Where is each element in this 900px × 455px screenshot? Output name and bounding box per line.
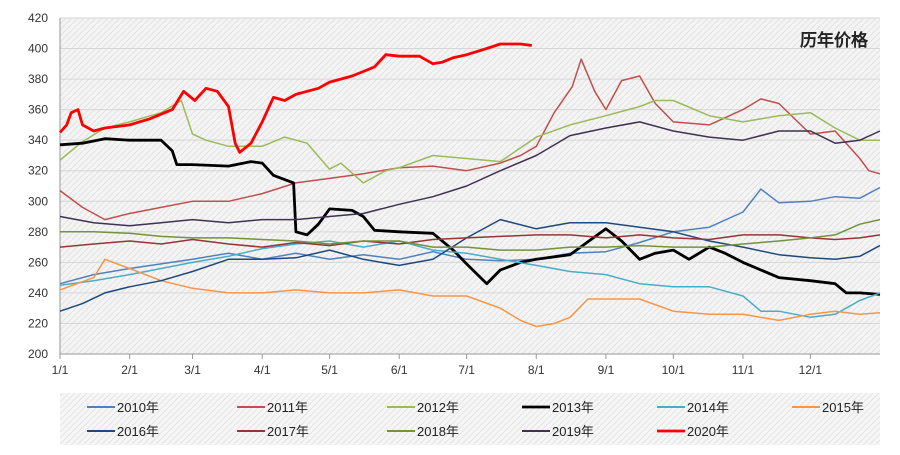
y-tick-label: 240: [28, 286, 48, 300]
legend-label: 2019年: [552, 424, 594, 439]
legend-label: 2011年: [267, 400, 308, 415]
y-tick-label: 420: [28, 11, 48, 25]
legend-label: 2015年: [822, 400, 864, 415]
y-tick-label: 200: [28, 347, 48, 361]
series-line-2012年: [59, 99, 880, 184]
series-line-2019年: [59, 121, 881, 227]
axes: 200 220 240 260 280 300 320 340 360 380 400 420 1/1 2…: [28, 11, 880, 377]
x-tick-label: 3/1: [184, 363, 201, 377]
legend-label: 2013年: [552, 400, 594, 415]
x-tick-label: 11/1: [732, 363, 755, 377]
series-line-2014年: [59, 240, 881, 319]
legend: 2010年 2011年 2012年 2013年 2014年 2015年 2016年 2017年…: [87, 400, 864, 439]
y-tick-label: 260: [28, 255, 48, 269]
legend-label: 2017年: [267, 424, 309, 439]
legend-label: 2012年: [417, 400, 459, 415]
series-line-2020年: [58, 42, 532, 154]
x-tick-label: 12/1: [799, 363, 823, 377]
chart-title: 历年价格: [800, 30, 869, 50]
legend-label: 2016年: [117, 424, 159, 439]
x-tick-label: 6/1: [391, 363, 408, 377]
y-tick-label: 280: [28, 225, 48, 239]
y-tick-label: 340: [28, 133, 48, 147]
legend-background: [60, 393, 880, 445]
series-line-2017年: [59, 234, 881, 248]
x-tick-label: 9/1: [598, 363, 615, 377]
series-lines: [58, 42, 881, 328]
series-line-2011年: [59, 58, 881, 221]
y-tick-label: 300: [28, 194, 48, 208]
legend-label: 2018年: [417, 424, 459, 439]
x-tick-label: 2/1: [121, 363, 138, 377]
legend-label: 2020年: [687, 424, 729, 439]
legend-label: 2014年: [687, 400, 729, 415]
y-tick-label: 320: [28, 164, 48, 178]
series-line-2015年: [59, 258, 881, 328]
y-tick-label: 400: [28, 42, 48, 56]
x-tick-label: 8/1: [528, 363, 545, 377]
y-tick-label: 360: [28, 103, 48, 117]
series-line-2013年: [59, 137, 881, 296]
x-tick-label: 5/1: [321, 363, 338, 377]
x-tick-label: 7/1: [458, 363, 475, 377]
x-tick-label: 1/1: [52, 363, 69, 377]
legend-label: 2010年: [117, 400, 159, 415]
series-line-2018年: [60, 218, 881, 251]
x-tick-label: 4/1: [254, 363, 271, 377]
y-tick-label: 220: [28, 316, 48, 330]
series-line-2010年: [59, 186, 881, 285]
y-tick-label: 380: [28, 72, 48, 86]
plot-area-background: [60, 18, 880, 354]
x-tick-label: 10/1: [662, 363, 686, 377]
